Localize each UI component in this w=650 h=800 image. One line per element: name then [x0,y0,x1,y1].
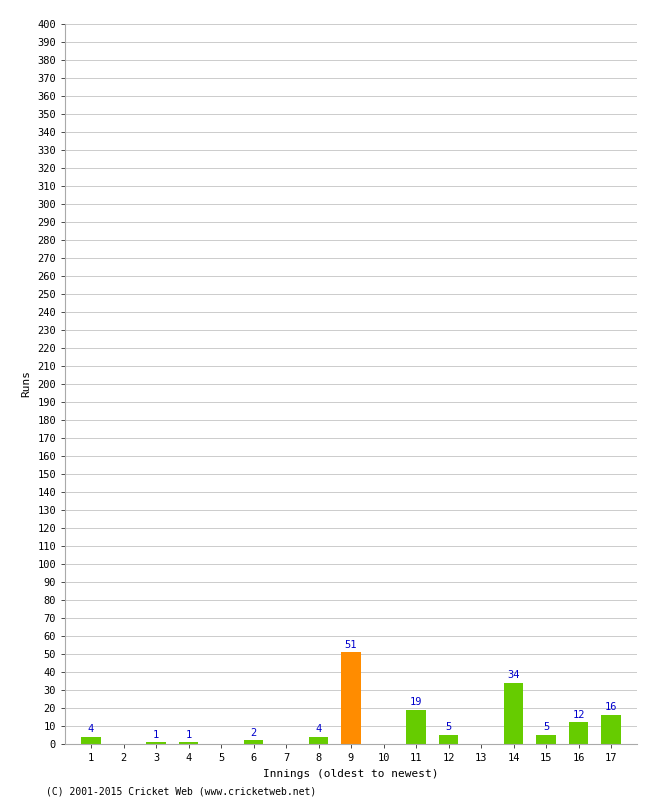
Text: 5: 5 [543,722,549,732]
Bar [406,710,426,744]
Text: 16: 16 [604,702,617,713]
Text: 1: 1 [153,730,159,739]
Y-axis label: Runs: Runs [21,370,32,398]
Text: 4: 4 [88,724,94,734]
Bar [569,722,588,744]
Bar [81,737,101,744]
Bar [179,742,198,744]
Bar [504,682,523,744]
X-axis label: Innings (oldest to newest): Innings (oldest to newest) [263,769,439,778]
Text: (C) 2001-2015 Cricket Web (www.cricketweb.net): (C) 2001-2015 Cricket Web (www.cricketwe… [46,786,316,796]
Text: 2: 2 [250,728,257,738]
Text: 5: 5 [445,722,452,732]
Text: 4: 4 [315,724,322,734]
Bar [146,742,166,744]
Text: 19: 19 [410,697,422,707]
Text: 34: 34 [507,670,520,680]
Text: 1: 1 [185,730,192,739]
Bar [601,715,621,744]
Bar [341,652,361,744]
Bar [439,735,458,744]
Text: 12: 12 [572,710,585,720]
Bar [309,737,328,744]
Bar [244,741,263,744]
Bar [536,735,556,744]
Text: 51: 51 [344,639,358,650]
